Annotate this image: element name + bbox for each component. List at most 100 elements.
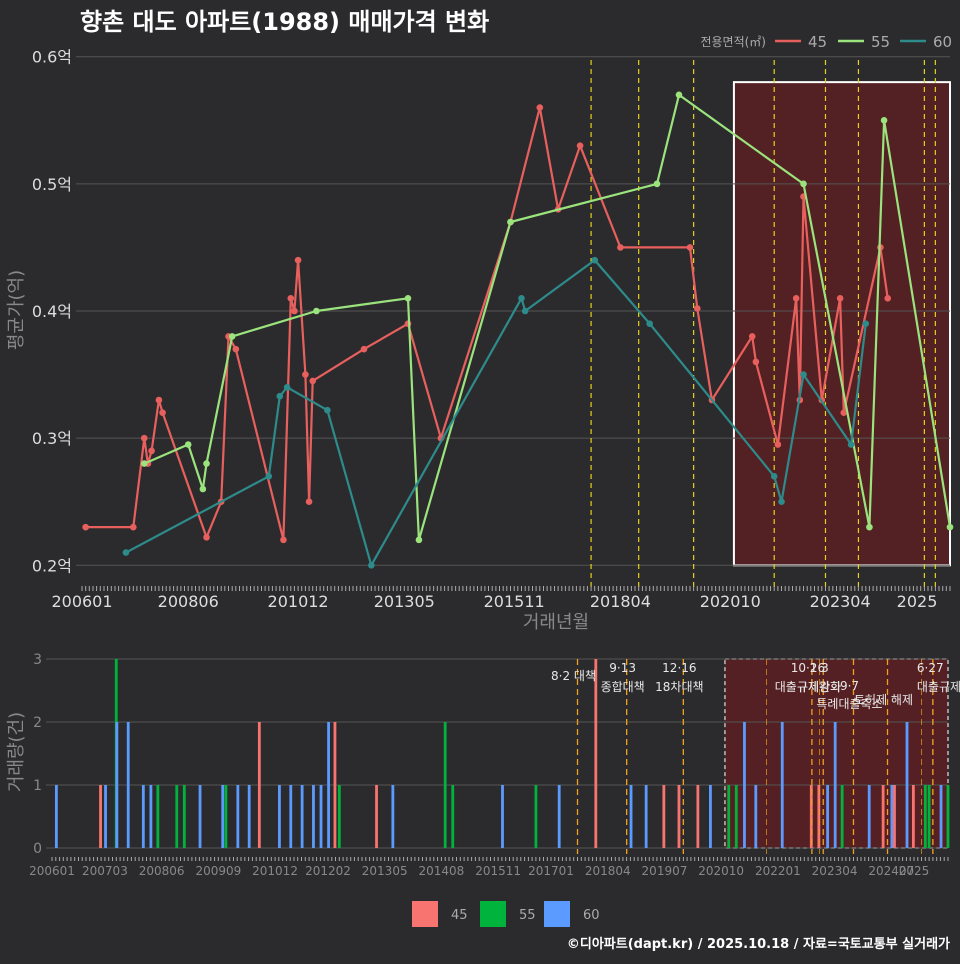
data-point-45 (155, 396, 163, 404)
x-tick-label: 200601 (51, 592, 112, 611)
data-point-45 (302, 371, 309, 378)
data-point-60 (276, 392, 284, 400)
policy-label: 12·16 (662, 661, 696, 675)
data-point-45 (294, 256, 302, 264)
x-tick-label: 202010 (700, 592, 761, 611)
x-minor-ticks (51, 857, 949, 861)
x-tick-label: 202010 (698, 864, 744, 878)
bar-55 (534, 785, 538, 848)
data-point-45 (203, 534, 210, 541)
volume-chart: 0 1 2 3 8·2 대책 9·13 종합대책 12·16 18차대책 10·26 대출규제강화 1… (6, 652, 960, 878)
data-point-60 (521, 307, 529, 315)
bar-60 (629, 785, 633, 848)
bar-60 (833, 722, 837, 848)
data-point-55 (313, 307, 320, 315)
bar-60 (115, 722, 119, 848)
policy-label: 종합대책 (601, 679, 645, 694)
legend-label-45: 45 (808, 33, 827, 51)
data-point-45 (232, 345, 240, 353)
bar-60 (312, 785, 315, 848)
policy-label: 10·26 (791, 661, 825, 675)
legend-title: 전용면적(㎡) (700, 35, 766, 49)
data-point-60 (770, 472, 778, 480)
bar-55 (734, 785, 738, 848)
data-point-45 (140, 434, 148, 442)
legend-swatch-45 (412, 901, 438, 927)
data-point-45 (576, 142, 584, 150)
data-point-55 (228, 333, 236, 340)
bar-60 (149, 785, 153, 848)
data-point-45 (774, 441, 782, 448)
x-tick-label: 201804 (590, 592, 651, 611)
data-point-45 (129, 523, 137, 531)
x-axis-label: 거래년월 (523, 612, 589, 633)
data-point-55 (653, 180, 661, 188)
bar-55 (727, 785, 731, 848)
bar-45 (911, 785, 915, 848)
x-tick-label: 200601 (29, 864, 75, 878)
x-tick-label: 201511 (484, 592, 545, 611)
bar-60 (644, 785, 648, 848)
data-point-45 (280, 536, 287, 544)
x-tick-label: 201701 (528, 864, 574, 878)
x-tick-label: 201305 (362, 864, 408, 878)
bar-45 (662, 785, 666, 848)
bar-55 (175, 785, 179, 848)
bar-60 (141, 785, 145, 848)
bar-55 (337, 785, 341, 848)
series-line-45 (85, 106, 889, 542)
data-point-60 (646, 320, 653, 328)
x-tick-label: 201012 (252, 864, 298, 878)
bar-45 (257, 722, 261, 848)
legend-swatch-55 (480, 901, 506, 927)
x-tick-label: 201907 (642, 864, 688, 878)
x-tick-label: 200806 (158, 592, 219, 611)
bar-60 (557, 785, 561, 848)
data-point-55 (946, 523, 954, 531)
x-tick-label: 202304 (812, 864, 858, 878)
data-point-55 (415, 536, 423, 544)
policy-label: 특례대출축소 (816, 697, 882, 711)
policy-label: 8·2 대책 (551, 668, 596, 683)
bar-45 (99, 785, 102, 848)
data-point-55 (199, 485, 207, 493)
legend-top: 전용면적(㎡) 45 55 60 (700, 33, 952, 51)
y-tick-label: 0.4억 (32, 302, 72, 321)
legend-bottom: 45 55 60 (412, 901, 600, 927)
bar-60 (300, 785, 304, 848)
bar-55 (224, 785, 228, 848)
data-point-55 (203, 460, 210, 467)
legend-swatch-60 (544, 901, 570, 927)
data-point-45 (159, 409, 166, 417)
legend-label-60: 60 (933, 33, 952, 51)
data-point-45 (693, 305, 701, 312)
bar-45 (881, 785, 885, 848)
policy-label: 9·7 (840, 679, 859, 693)
bar-45 (333, 722, 337, 848)
data-point-55 (675, 91, 683, 99)
data-point-55 (866, 523, 873, 531)
data-point-45 (840, 409, 848, 417)
data-point-60 (283, 383, 291, 391)
bar-60 (221, 785, 225, 848)
bar-60 (126, 722, 130, 848)
bar-60 (754, 785, 758, 848)
x-tick-label: 200703 (82, 864, 128, 878)
x-tick-label: 202407 (868, 864, 914, 878)
x-tick-label: 200806 (139, 864, 185, 878)
bar-60 (289, 785, 293, 848)
data-point-45 (536, 104, 544, 111)
data-point-60 (518, 294, 525, 302)
data-point-60 (591, 256, 599, 264)
data-point-60 (368, 561, 375, 569)
bar-55 (156, 785, 160, 848)
y-tick-label: 0.6억 (32, 48, 72, 67)
data-point-45 (82, 523, 89, 531)
bar-60 (780, 722, 784, 848)
y-tick-label: 2 (33, 715, 42, 731)
x-tick-label: 202304 (810, 592, 871, 611)
bar-60 (867, 785, 871, 848)
bar-45 (809, 785, 813, 848)
data-point-55 (800, 180, 807, 188)
